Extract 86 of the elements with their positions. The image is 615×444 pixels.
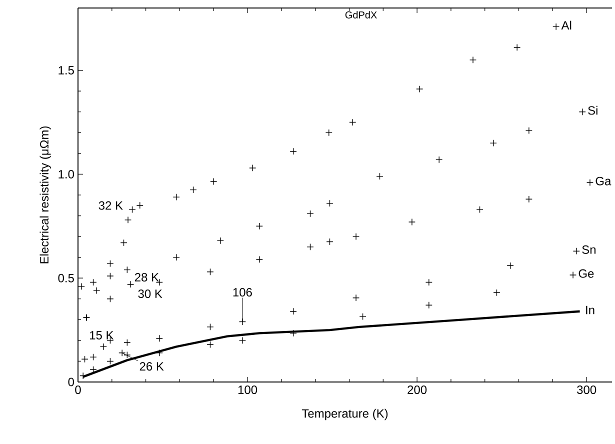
y-tick-label: 1.0 — [58, 170, 74, 178]
point — [238, 336, 246, 344]
annotation: 15 K — [90, 331, 114, 340]
point — [306, 243, 314, 250]
annotation: 32 K — [98, 201, 123, 210]
series-label: Ga — [596, 176, 612, 186]
point — [90, 354, 97, 361]
x-tick-label: 0 — [75, 386, 81, 394]
chart-title: GdPdX — [345, 11, 377, 18]
x-axis-title: Temperature (K) — [302, 408, 388, 420]
point — [416, 85, 424, 93]
point — [290, 330, 297, 337]
annotation: 30 K — [138, 290, 162, 298]
point — [469, 56, 477, 64]
point — [572, 248, 580, 255]
point — [256, 222, 263, 230]
point — [206, 268, 214, 276]
point — [436, 156, 443, 164]
point — [578, 108, 586, 116]
x-tick-label: 100 — [238, 386, 258, 394]
y-axis-title: Electrical resistivity (μΩm) — [40, 126, 51, 264]
point — [506, 262, 514, 270]
x-tick-label: 300 — [577, 386, 596, 394]
point — [156, 349, 163, 356]
point — [100, 343, 107, 350]
point — [249, 164, 256, 172]
point — [552, 23, 560, 30]
point — [586, 178, 594, 186]
point — [206, 341, 214, 348]
point — [106, 295, 114, 302]
point — [124, 216, 132, 224]
y-tick-label: 1.5 — [58, 66, 74, 75]
point — [106, 260, 114, 268]
point — [127, 280, 134, 288]
series-label: In — [586, 306, 594, 314]
point — [326, 200, 334, 207]
annotation: 26 K — [140, 362, 164, 371]
point — [172, 194, 180, 201]
point — [81, 356, 88, 363]
point — [90, 278, 97, 286]
point — [106, 358, 114, 365]
point — [290, 308, 297, 315]
point — [425, 278, 432, 286]
point — [376, 172, 384, 180]
point — [136, 202, 144, 209]
point — [172, 254, 180, 261]
annotation: 28 K — [134, 273, 159, 282]
point — [216, 237, 224, 244]
point — [93, 287, 100, 294]
point — [408, 218, 416, 226]
point — [124, 338, 131, 346]
point — [359, 312, 366, 320]
point — [514, 44, 521, 52]
point — [525, 196, 532, 203]
point — [78, 282, 85, 290]
point — [124, 266, 131, 274]
point — [476, 206, 484, 214]
point — [290, 148, 297, 155]
series-label: Ge — [578, 269, 594, 278]
point — [238, 318, 246, 326]
point — [325, 129, 332, 136]
point — [525, 127, 532, 134]
series-label: Sn — [582, 245, 596, 254]
point — [490, 140, 497, 147]
series-label: Si — [588, 106, 598, 115]
point — [156, 334, 163, 342]
point — [120, 239, 128, 246]
point — [210, 178, 218, 186]
point — [352, 294, 360, 302]
annotation: 106 — [233, 288, 252, 297]
point — [256, 256, 263, 263]
point — [425, 302, 432, 309]
y-tick-label: 0 — [68, 378, 74, 386]
point — [190, 186, 197, 194]
point — [569, 271, 577, 279]
point — [106, 272, 114, 280]
point — [206, 323, 214, 330]
point — [493, 289, 500, 296]
point — [306, 210, 314, 218]
legend-label: Al — [561, 20, 572, 30]
point — [128, 206, 136, 214]
y-tick-label: 0.5 — [58, 274, 74, 282]
point — [326, 238, 334, 246]
x-tick-label: 200 — [408, 386, 427, 394]
point — [349, 118, 356, 126]
point — [352, 233, 360, 240]
